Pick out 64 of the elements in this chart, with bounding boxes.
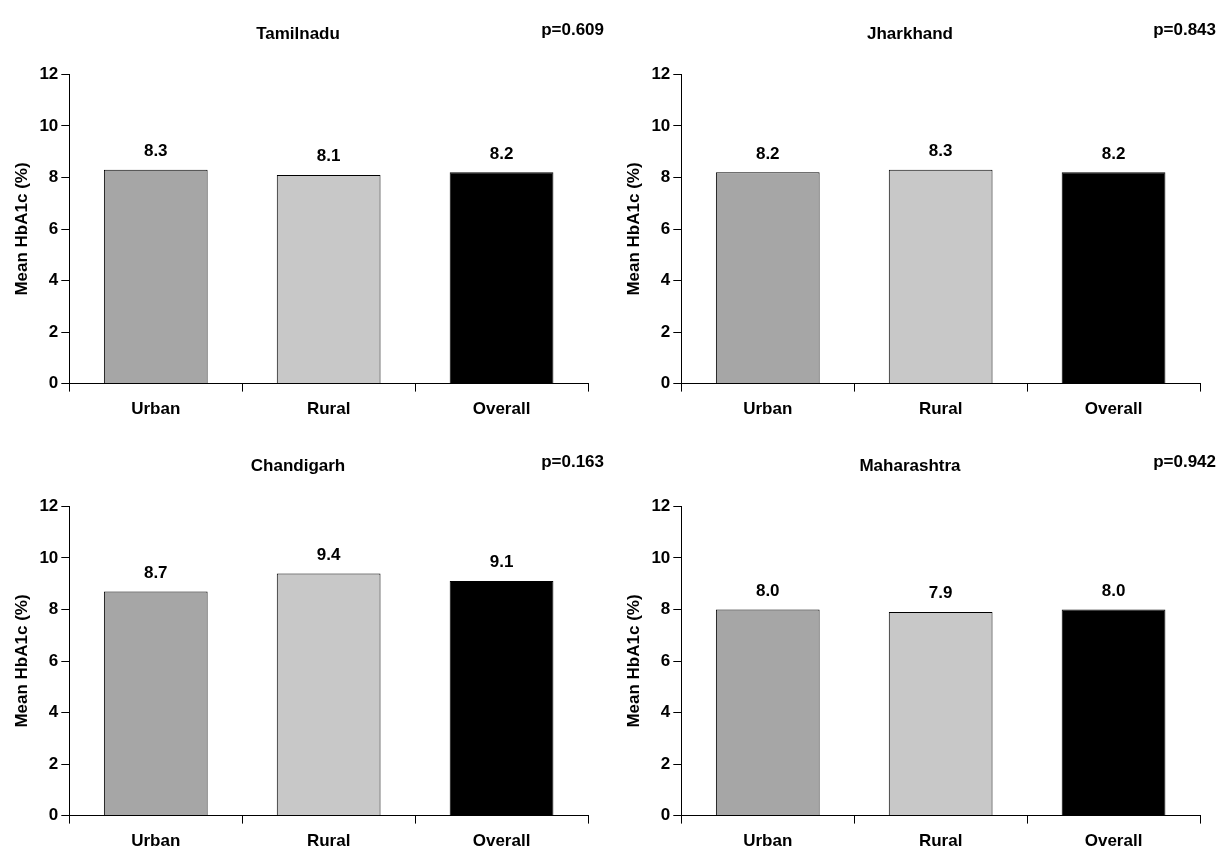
data-label: 9.1 bbox=[489, 552, 514, 572]
y-tick-label: 0 bbox=[660, 373, 671, 393]
data-label: 8.1 bbox=[316, 146, 341, 166]
chart-title: Tamilnadu bbox=[256, 23, 340, 43]
text: p=0.942 bbox=[1153, 451, 1216, 471]
y-tick-label: 10 bbox=[651, 547, 671, 567]
y-axis-title: Mean HbA1c (%) bbox=[11, 162, 31, 296]
y-tick-label: 6 bbox=[660, 218, 671, 238]
x-tick-label: Overall bbox=[472, 831, 531, 851]
data-label: 8.0 bbox=[1101, 580, 1126, 600]
text: p=0.609 bbox=[541, 19, 604, 39]
y-tick-label: 8 bbox=[48, 599, 59, 619]
y-tick-label: 12 bbox=[39, 496, 59, 516]
y-tick-label: 12 bbox=[39, 64, 59, 84]
chart-title: Maharashtra bbox=[859, 455, 962, 475]
chart-title: Chandigarh bbox=[250, 455, 346, 475]
y-tick-label: 10 bbox=[651, 115, 671, 135]
text: p=0.163 bbox=[541, 451, 604, 471]
y-tick-label: 6 bbox=[660, 650, 671, 670]
data-label: 7.9 bbox=[928, 583, 953, 603]
y-tick-label: 4 bbox=[48, 702, 59, 722]
x-tick-label: Overall bbox=[1084, 831, 1143, 851]
x-tick-label: Overall bbox=[472, 399, 531, 419]
y-tick-label: 8 bbox=[660, 167, 671, 187]
y-tick-label: 0 bbox=[660, 805, 671, 825]
x-tick-label: Rural bbox=[306, 399, 351, 419]
y-tick-label: 12 bbox=[651, 496, 671, 516]
y-tick-label: 12 bbox=[651, 64, 671, 84]
x-tick-label: Overall bbox=[1084, 399, 1143, 419]
x-tick-label: Urban bbox=[131, 399, 181, 419]
y-tick-label: 6 bbox=[48, 650, 59, 670]
data-label: 8.2 bbox=[755, 143, 780, 163]
y-tick-label: 2 bbox=[48, 321, 59, 341]
x-tick-label: Rural bbox=[306, 831, 351, 851]
y-tick-label: 0 bbox=[48, 373, 59, 393]
y-axis-title: Mean HbA1c (%) bbox=[11, 594, 31, 728]
y-tick-label: 2 bbox=[48, 753, 59, 773]
y-tick-label: 0 bbox=[48, 805, 59, 825]
x-tick-label: Rural bbox=[918, 831, 963, 851]
chart-title: Jharkhand bbox=[867, 23, 953, 43]
data-label: 8.3 bbox=[143, 140, 168, 160]
x-tick-label: Urban bbox=[743, 831, 793, 851]
data-label: 8.7 bbox=[143, 562, 168, 582]
data-label: 8.0 bbox=[755, 580, 780, 600]
y-tick-label: 6 bbox=[48, 218, 59, 238]
data-label: 8.2 bbox=[489, 143, 514, 163]
y-tick-label: 4 bbox=[48, 270, 59, 290]
y-axis-title: Mean HbA1c (%) bbox=[623, 594, 643, 728]
data-label: 8.2 bbox=[1101, 143, 1126, 163]
data-label: 8.3 bbox=[928, 140, 953, 160]
y-tick-label: 4 bbox=[660, 702, 671, 722]
y-tick-label: 2 bbox=[660, 321, 671, 341]
y-tick-label: 8 bbox=[48, 167, 59, 187]
x-tick-label: Urban bbox=[131, 831, 181, 851]
y-tick-label: 10 bbox=[39, 115, 59, 135]
y-tick-label: 10 bbox=[39, 547, 59, 567]
y-tick-label: 4 bbox=[660, 270, 671, 290]
x-tick-label: Urban bbox=[743, 399, 793, 419]
data-label: 9.4 bbox=[316, 544, 342, 564]
y-axis-title: Mean HbA1c (%) bbox=[623, 162, 643, 296]
x-tick-label: Rural bbox=[918, 399, 963, 419]
y-tick-label: 2 bbox=[660, 753, 671, 773]
text: p=0.843 bbox=[1153, 19, 1216, 39]
y-tick-label: 8 bbox=[660, 599, 671, 619]
